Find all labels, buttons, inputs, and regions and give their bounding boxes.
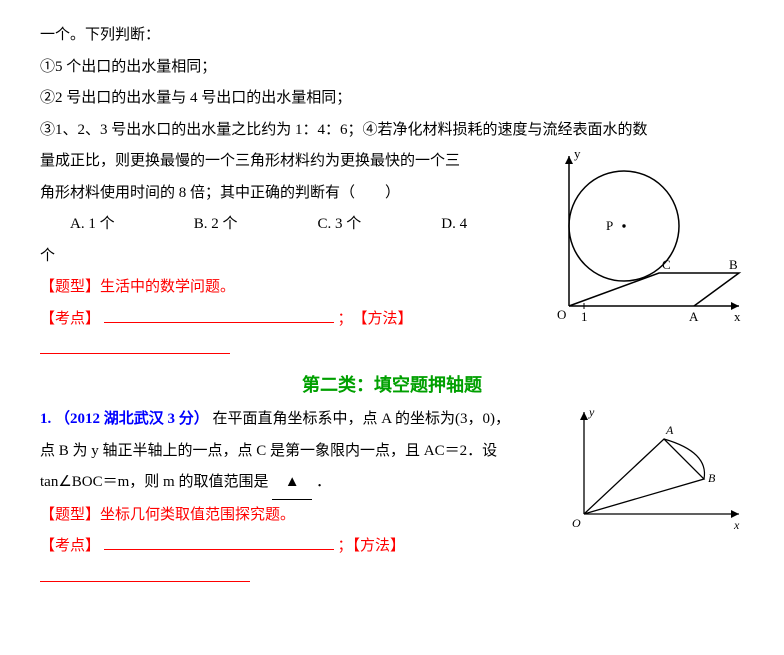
p1-kaodian-label: 【考点】 (40, 311, 100, 327)
lbl-A: A (689, 309, 699, 324)
opt-a: A. 1 个 (70, 209, 190, 241)
opt-c: C. 3 个 (318, 209, 438, 241)
d2-A: A (665, 423, 674, 437)
diagram-2-svg: y x O A B (564, 404, 744, 534)
p2-num: 1. (40, 411, 51, 427)
p2-kaodian-label: 【考点】 (40, 538, 100, 554)
p1-stmt3-l1: ③1、2、3 号出水口的出水量之比约为 1：4：6；④若净化材料损耗的速度与流经… (40, 115, 744, 147)
p2-method-blank[interactable] (40, 566, 250, 582)
diagram-1-svg: y x O 1 P C A B (524, 146, 744, 346)
lbl-1: 1 (581, 309, 588, 324)
lbl-P: P (606, 218, 613, 233)
lbl-y: y (574, 146, 581, 161)
d2-y: y (588, 405, 595, 419)
p1-method-label: ； 【方法】 (338, 311, 413, 327)
p2-answer-blank[interactable]: ▲ (272, 467, 312, 500)
p1-stmt1: ①5 个出口的出水量相同； (40, 52, 744, 84)
problem-1: 一个。下列判断： ①5 个出口的出水量相同； ②2 号出口的出水量与 4 号出口… (40, 20, 744, 367)
p2-source: （2012 湖北武汉 3 分） (55, 411, 209, 427)
p2-method-label: ；【方法】 (338, 538, 406, 554)
problem-2: y x O A B 1. （2012 湖北武汉 3 分） 在平面直角坐标系中，点… (40, 404, 744, 594)
lbl-C: C (662, 257, 671, 272)
lbl-x: x (734, 309, 741, 324)
lbl-B: B (729, 257, 738, 272)
p1-stmt2: ②2 号出口的出水量与 4 号出口的出水量相同； (40, 83, 744, 115)
p2-text1: 在平面直角坐标系中，点 A 的坐标为(3，0)， (213, 411, 511, 427)
opt-b: B. 2 个 (194, 209, 314, 241)
p2-line3-post: ． (316, 474, 331, 490)
d2-O: O (572, 516, 581, 530)
p2-line3-pre: tan∠BOC＝m，则 m 的取值范围是 (40, 474, 268, 490)
p1-intro: 一个。下列判断： (40, 20, 744, 52)
d2-x: x (733, 518, 740, 532)
opt-d: D. 4 (441, 209, 491, 241)
d2-B: B (708, 471, 716, 485)
lbl-O: O (557, 307, 566, 322)
diagram-1: y x O 1 P C A B (524, 146, 744, 359)
p1-kaodian-blank[interactable] (104, 307, 334, 323)
section-2-title: 第二类：填空题押轴题 (40, 367, 744, 405)
p2-kaodian-blank[interactable] (104, 534, 334, 550)
diagram-2: y x O A B (564, 404, 744, 547)
p1-method-blank[interactable] (40, 338, 230, 354)
